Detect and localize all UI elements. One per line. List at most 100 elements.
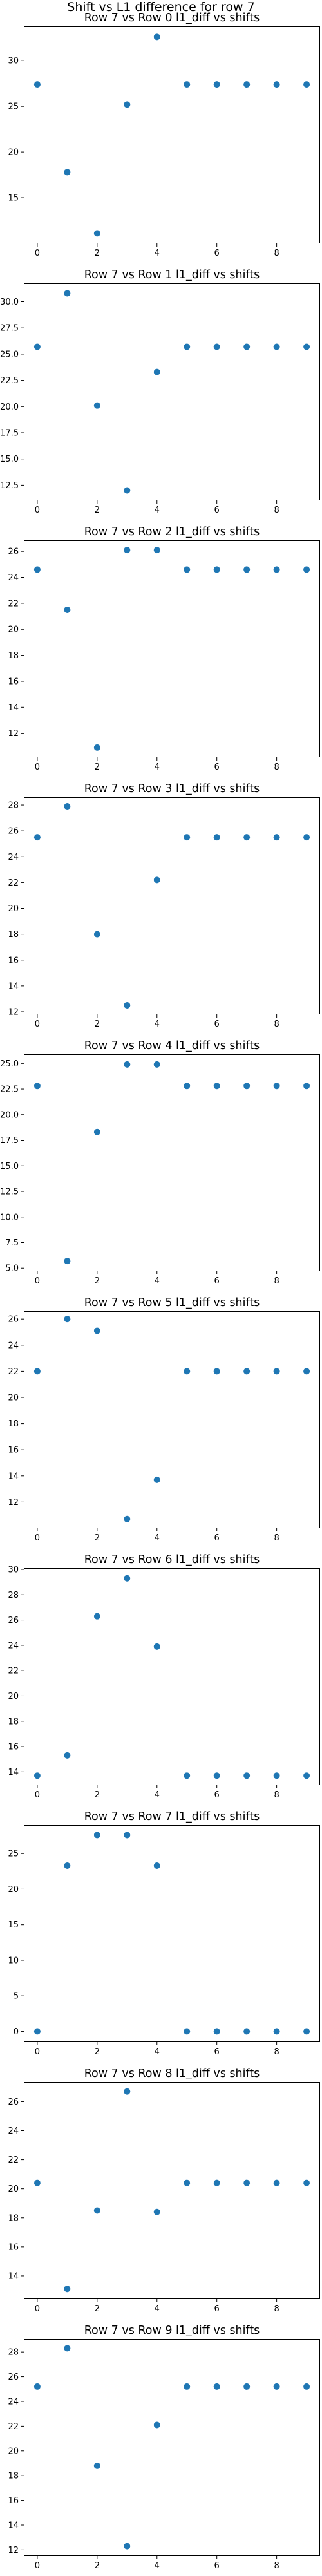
data-point xyxy=(303,343,310,350)
y-tick-label: 14 xyxy=(8,2271,19,2281)
y-tick-label: 14 xyxy=(8,1472,19,1481)
data-point xyxy=(303,81,310,88)
axes-frame xyxy=(24,797,320,1014)
x-tick-label: 4 xyxy=(155,762,160,772)
data-point xyxy=(243,834,251,841)
y-tick-label: 25 xyxy=(8,1850,19,1859)
x-tick-label: 2 xyxy=(95,2561,100,2571)
x-tick-label: 0 xyxy=(35,762,40,772)
x-tick-label: 0 xyxy=(35,1276,40,1286)
x-tick-label: 4 xyxy=(155,1790,160,1800)
data-point xyxy=(124,547,131,554)
data-point xyxy=(93,2462,100,2469)
x-tick-label: 6 xyxy=(214,249,220,258)
x-tick-label: 0 xyxy=(35,1790,40,1800)
subplot-title: Row 7 vs Row 9 l1_diff vs shifts xyxy=(84,2324,260,2337)
y-tick-label: 5.0 xyxy=(5,1264,19,1274)
x-tick-label: 0 xyxy=(35,249,40,258)
x-tick-label: 2 xyxy=(95,1019,100,1029)
y-tick-label: 5 xyxy=(14,1992,19,2002)
y-tick-label: 18 xyxy=(8,930,19,940)
y-tick-label: 16 xyxy=(8,956,19,965)
subplot-title: Row 7 vs Row 5 l1_diff vs shifts xyxy=(84,1296,260,1309)
y-tick-label: 14 xyxy=(8,981,19,991)
data-point xyxy=(33,1368,41,1375)
data-point xyxy=(213,1368,220,1375)
y-tick-label: 26 xyxy=(8,547,19,557)
data-point xyxy=(273,343,280,350)
y-tick-label: 17.5 xyxy=(0,1136,19,1146)
data-point xyxy=(153,876,160,884)
data-point xyxy=(184,1368,191,1375)
y-tick-label: 10.0 xyxy=(0,1213,19,1222)
x-tick-label: 2 xyxy=(95,506,100,515)
y-tick-label: 26 xyxy=(8,1315,19,1325)
subplot-1: Row 7 vs Row 1 l1_diff vs shifts 0 2 4 6 8 12.… xyxy=(0,269,320,515)
y-tick-label: 15 xyxy=(8,194,19,204)
data-point xyxy=(93,1613,100,1620)
x-tick-label: 8 xyxy=(274,2304,279,2314)
data-point xyxy=(64,803,71,810)
y-tick-label: 12 xyxy=(8,2546,19,2555)
axes-frame xyxy=(24,26,320,243)
data-point xyxy=(303,566,310,573)
x-tick-label: 2 xyxy=(95,2304,100,2314)
x-tick-label: 8 xyxy=(274,2047,279,2057)
y-tick-label: 16 xyxy=(8,2242,19,2252)
y-tick-label: 25.0 xyxy=(0,1059,19,1069)
data-point xyxy=(184,2383,191,2390)
y-tick-label: 24 xyxy=(8,1341,19,1350)
axes-frame xyxy=(24,2082,320,2299)
data-point xyxy=(64,2286,71,2293)
data-point xyxy=(153,547,160,554)
subplot-title: Row 7 vs Row 7 l1_diff vs shifts xyxy=(84,1810,260,1823)
x-tick-label: 4 xyxy=(155,506,160,515)
x-tick-label: 8 xyxy=(274,1276,279,1286)
data-point xyxy=(243,1083,251,1090)
data-point xyxy=(184,343,191,350)
y-tick-label: 20.0 xyxy=(0,1110,19,1120)
y-tick-label: 28 xyxy=(8,801,19,811)
y-tick-label: 16 xyxy=(8,1743,19,1752)
data-point xyxy=(184,834,191,841)
y-tick-label: 24 xyxy=(8,2126,19,2136)
x-tick-label: 2 xyxy=(95,2047,100,2057)
y-tick-label: 22.5 xyxy=(0,1085,19,1095)
axes-frame xyxy=(24,1054,320,1271)
y-tick-label: 18 xyxy=(8,1717,19,1727)
data-point xyxy=(213,566,220,573)
y-tick-label: 30 xyxy=(8,57,19,66)
x-tick-label: 2 xyxy=(95,1276,100,1286)
data-point xyxy=(124,2543,131,2550)
y-tick-label: 24 xyxy=(8,1641,19,1651)
data-point xyxy=(64,2345,71,2352)
data-point xyxy=(243,81,251,88)
data-point xyxy=(124,1001,131,1009)
x-tick-label: 4 xyxy=(155,1533,160,1543)
y-tick-label: 22 xyxy=(8,599,19,609)
subplot-7: Row 7 vs Row 7 l1_diff vs shifts 0 2 4 6 8 0 5 1… xyxy=(8,1810,320,2057)
data-point xyxy=(243,2028,251,2035)
data-point xyxy=(303,1083,310,1090)
x-tick-label: 2 xyxy=(95,249,100,258)
x-tick-label: 2 xyxy=(95,1533,100,1543)
y-tick-label: 27.5 xyxy=(0,324,19,334)
data-point xyxy=(273,1772,280,1779)
x-tick-label: 4 xyxy=(155,2047,160,2057)
y-tick-label: 20 xyxy=(8,2447,19,2456)
data-point xyxy=(93,1832,100,1839)
data-point xyxy=(124,101,131,108)
y-tick-label: 25 xyxy=(8,102,19,112)
x-tick-label: 0 xyxy=(35,2304,40,2314)
axes-frame xyxy=(24,1311,320,1528)
data-point xyxy=(273,566,280,573)
data-point xyxy=(33,1772,41,1779)
y-tick-label: 16 xyxy=(8,1446,19,1455)
data-point xyxy=(213,1083,220,1090)
data-point xyxy=(33,2179,41,2186)
data-point xyxy=(33,834,41,841)
y-tick-label: 14 xyxy=(8,703,19,713)
y-tick-label: 20 xyxy=(8,904,19,914)
